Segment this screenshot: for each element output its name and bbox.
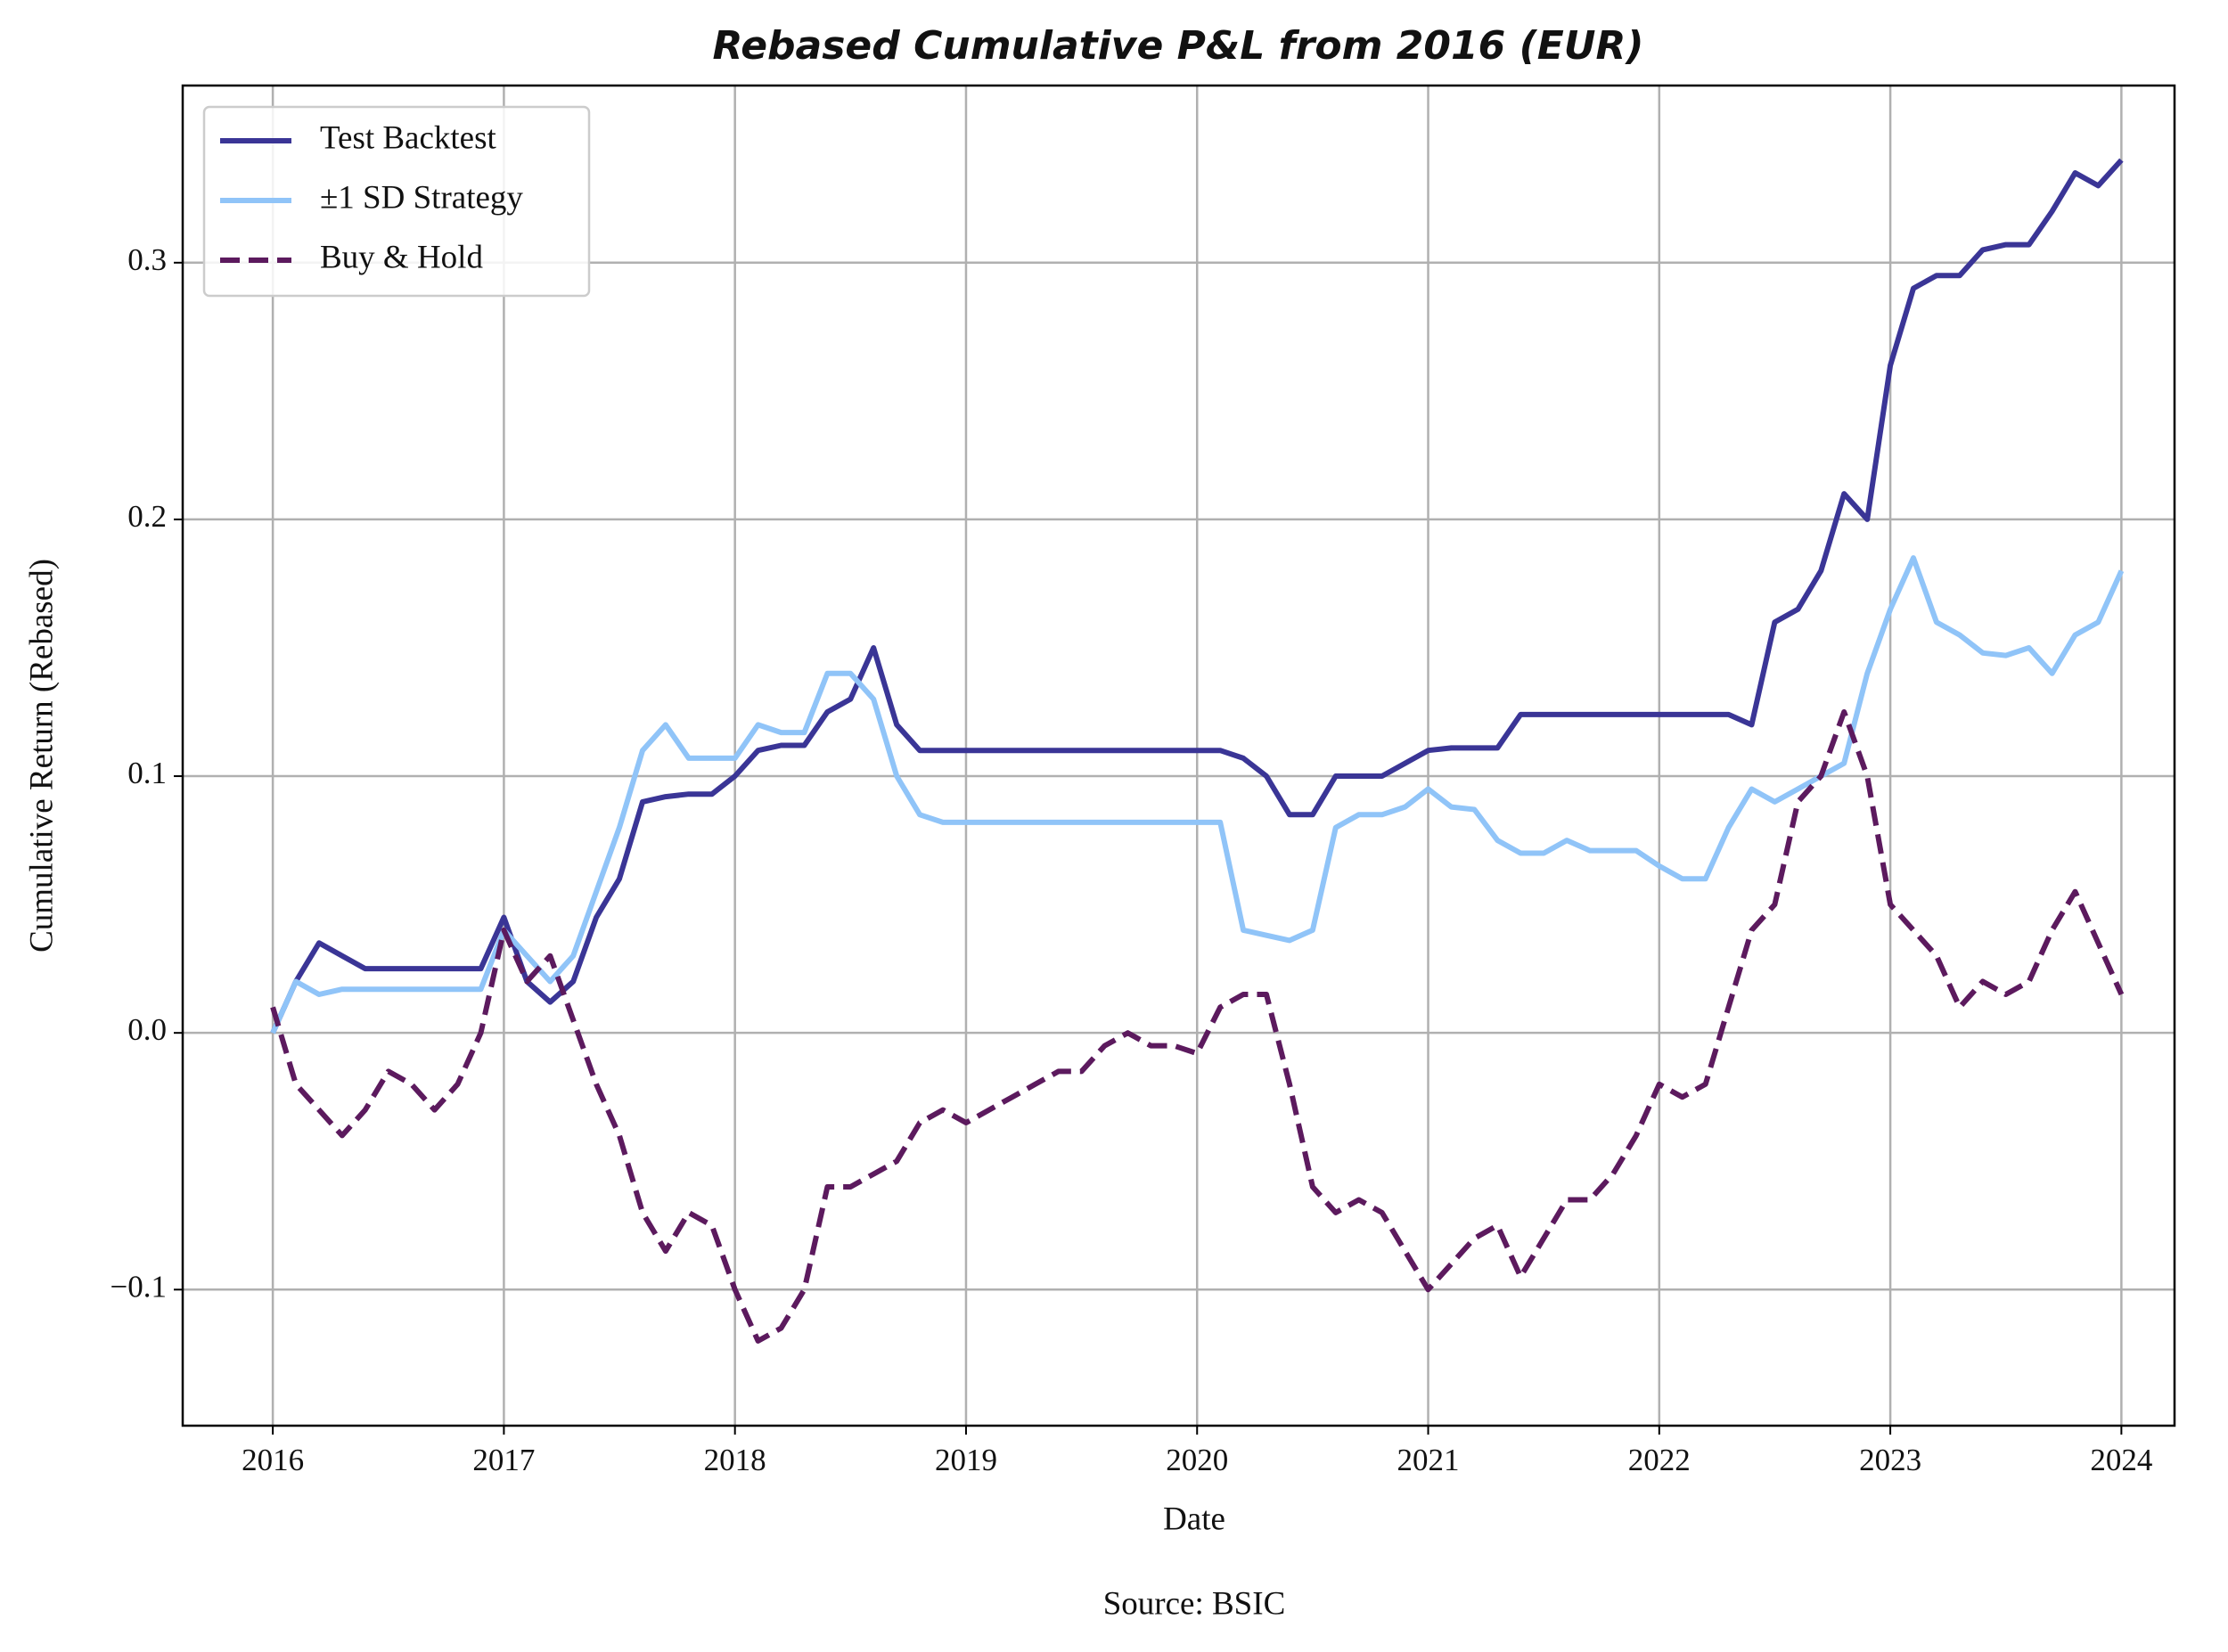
x-axis-label: Date: [1163, 1501, 1225, 1537]
x-tick-label: 2021: [1397, 1443, 1460, 1477]
legend-box: [202, 105, 591, 298]
x-tick-label: 2023: [1859, 1443, 1921, 1477]
x-tick-label: 2016: [242, 1443, 304, 1477]
x-tick-label: 2020: [1166, 1443, 1228, 1477]
chart-title: Rebased Cumulative P&L from 2016 (EUR): [713, 23, 1644, 69]
legend-label: Test Backtest: [320, 119, 496, 156]
x-tick-label: 2018: [704, 1443, 766, 1477]
x-tick-label: 2019: [935, 1443, 997, 1477]
legend-label: ±1 SD Strategy: [320, 179, 523, 216]
x-tick-label: 2017: [472, 1443, 535, 1477]
plot-frame: [181, 84, 2176, 1427]
x-tick-label: 2024: [2090, 1443, 2152, 1477]
y-tick-label: 0.2: [127, 499, 167, 534]
y-tick-label: 0.3: [127, 242, 167, 277]
y-tick-label: 0.1: [127, 756, 167, 790]
y-axis-label: Cumulative Return (Rebased): [23, 559, 60, 953]
series-line: [270, 158, 2124, 1035]
series-line: [270, 709, 2125, 1344]
y-tick-label: 0.0: [127, 1012, 167, 1047]
x-tick-label: 2022: [1628, 1443, 1691, 1477]
legend-label: Buy & Hold: [320, 239, 483, 275]
source-note: Source: BSIC: [1103, 1585, 1286, 1622]
series-line: [270, 555, 2125, 1035]
y-tick-label: −0.1: [111, 1269, 168, 1304]
legend: Test Backtest ±1 SD Strategy Buy & Hold: [202, 105, 591, 298]
